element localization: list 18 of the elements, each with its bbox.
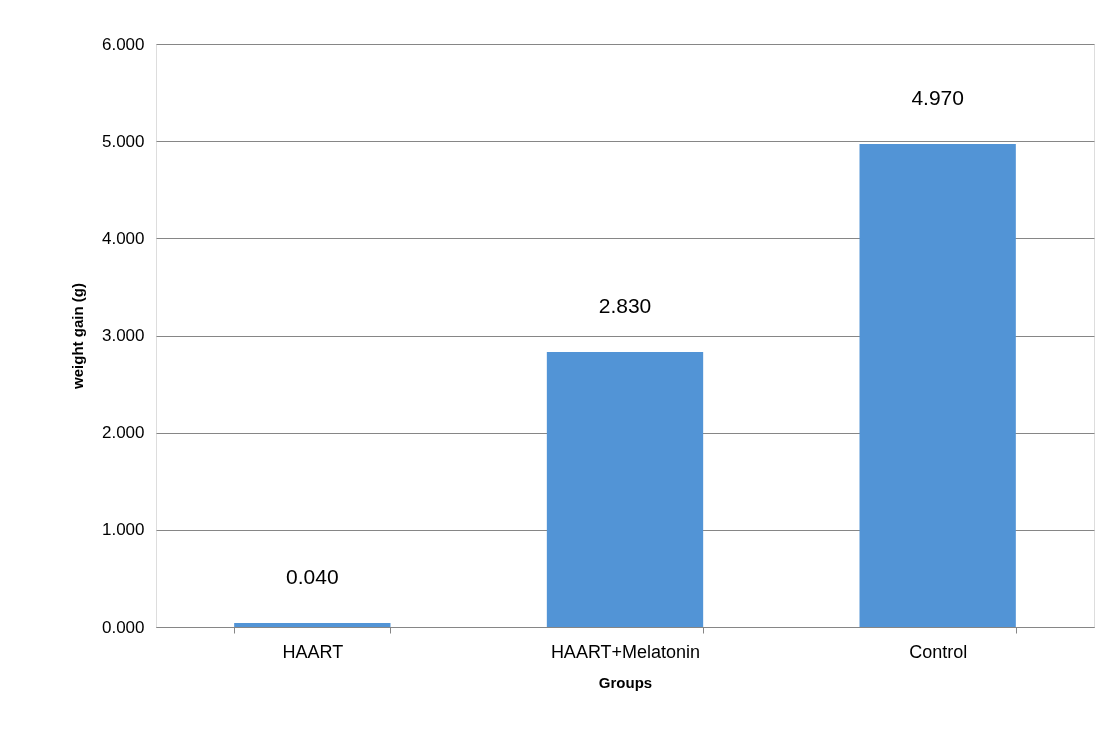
y-tick-label: 2.000 <box>101 423 145 443</box>
y-tick-label: 5.000 <box>101 131 145 151</box>
y-tick-label: 0.000 <box>101 617 145 637</box>
data-label: 0.040 <box>286 565 339 589</box>
x-tick-label: HAART+Melatonin <box>550 641 701 662</box>
y-axis-title: weight gain (g) <box>68 283 86 390</box>
x-tick-label: HAART <box>282 641 344 662</box>
x-tick-label: Control <box>909 641 968 662</box>
y-tick-label: 4.000 <box>101 228 145 248</box>
x-axis-title: Groups <box>598 673 653 691</box>
bar <box>859 144 1016 627</box>
y-tick-label: 6.000 <box>101 34 145 54</box>
data-label: 4.970 <box>911 86 964 110</box>
data-label: 2.830 <box>598 294 652 318</box>
bar <box>546 352 704 627</box>
bar <box>234 623 391 627</box>
y-tick-label: 1.000 <box>101 520 145 540</box>
y-tick-label: 3.000 <box>101 326 145 345</box>
